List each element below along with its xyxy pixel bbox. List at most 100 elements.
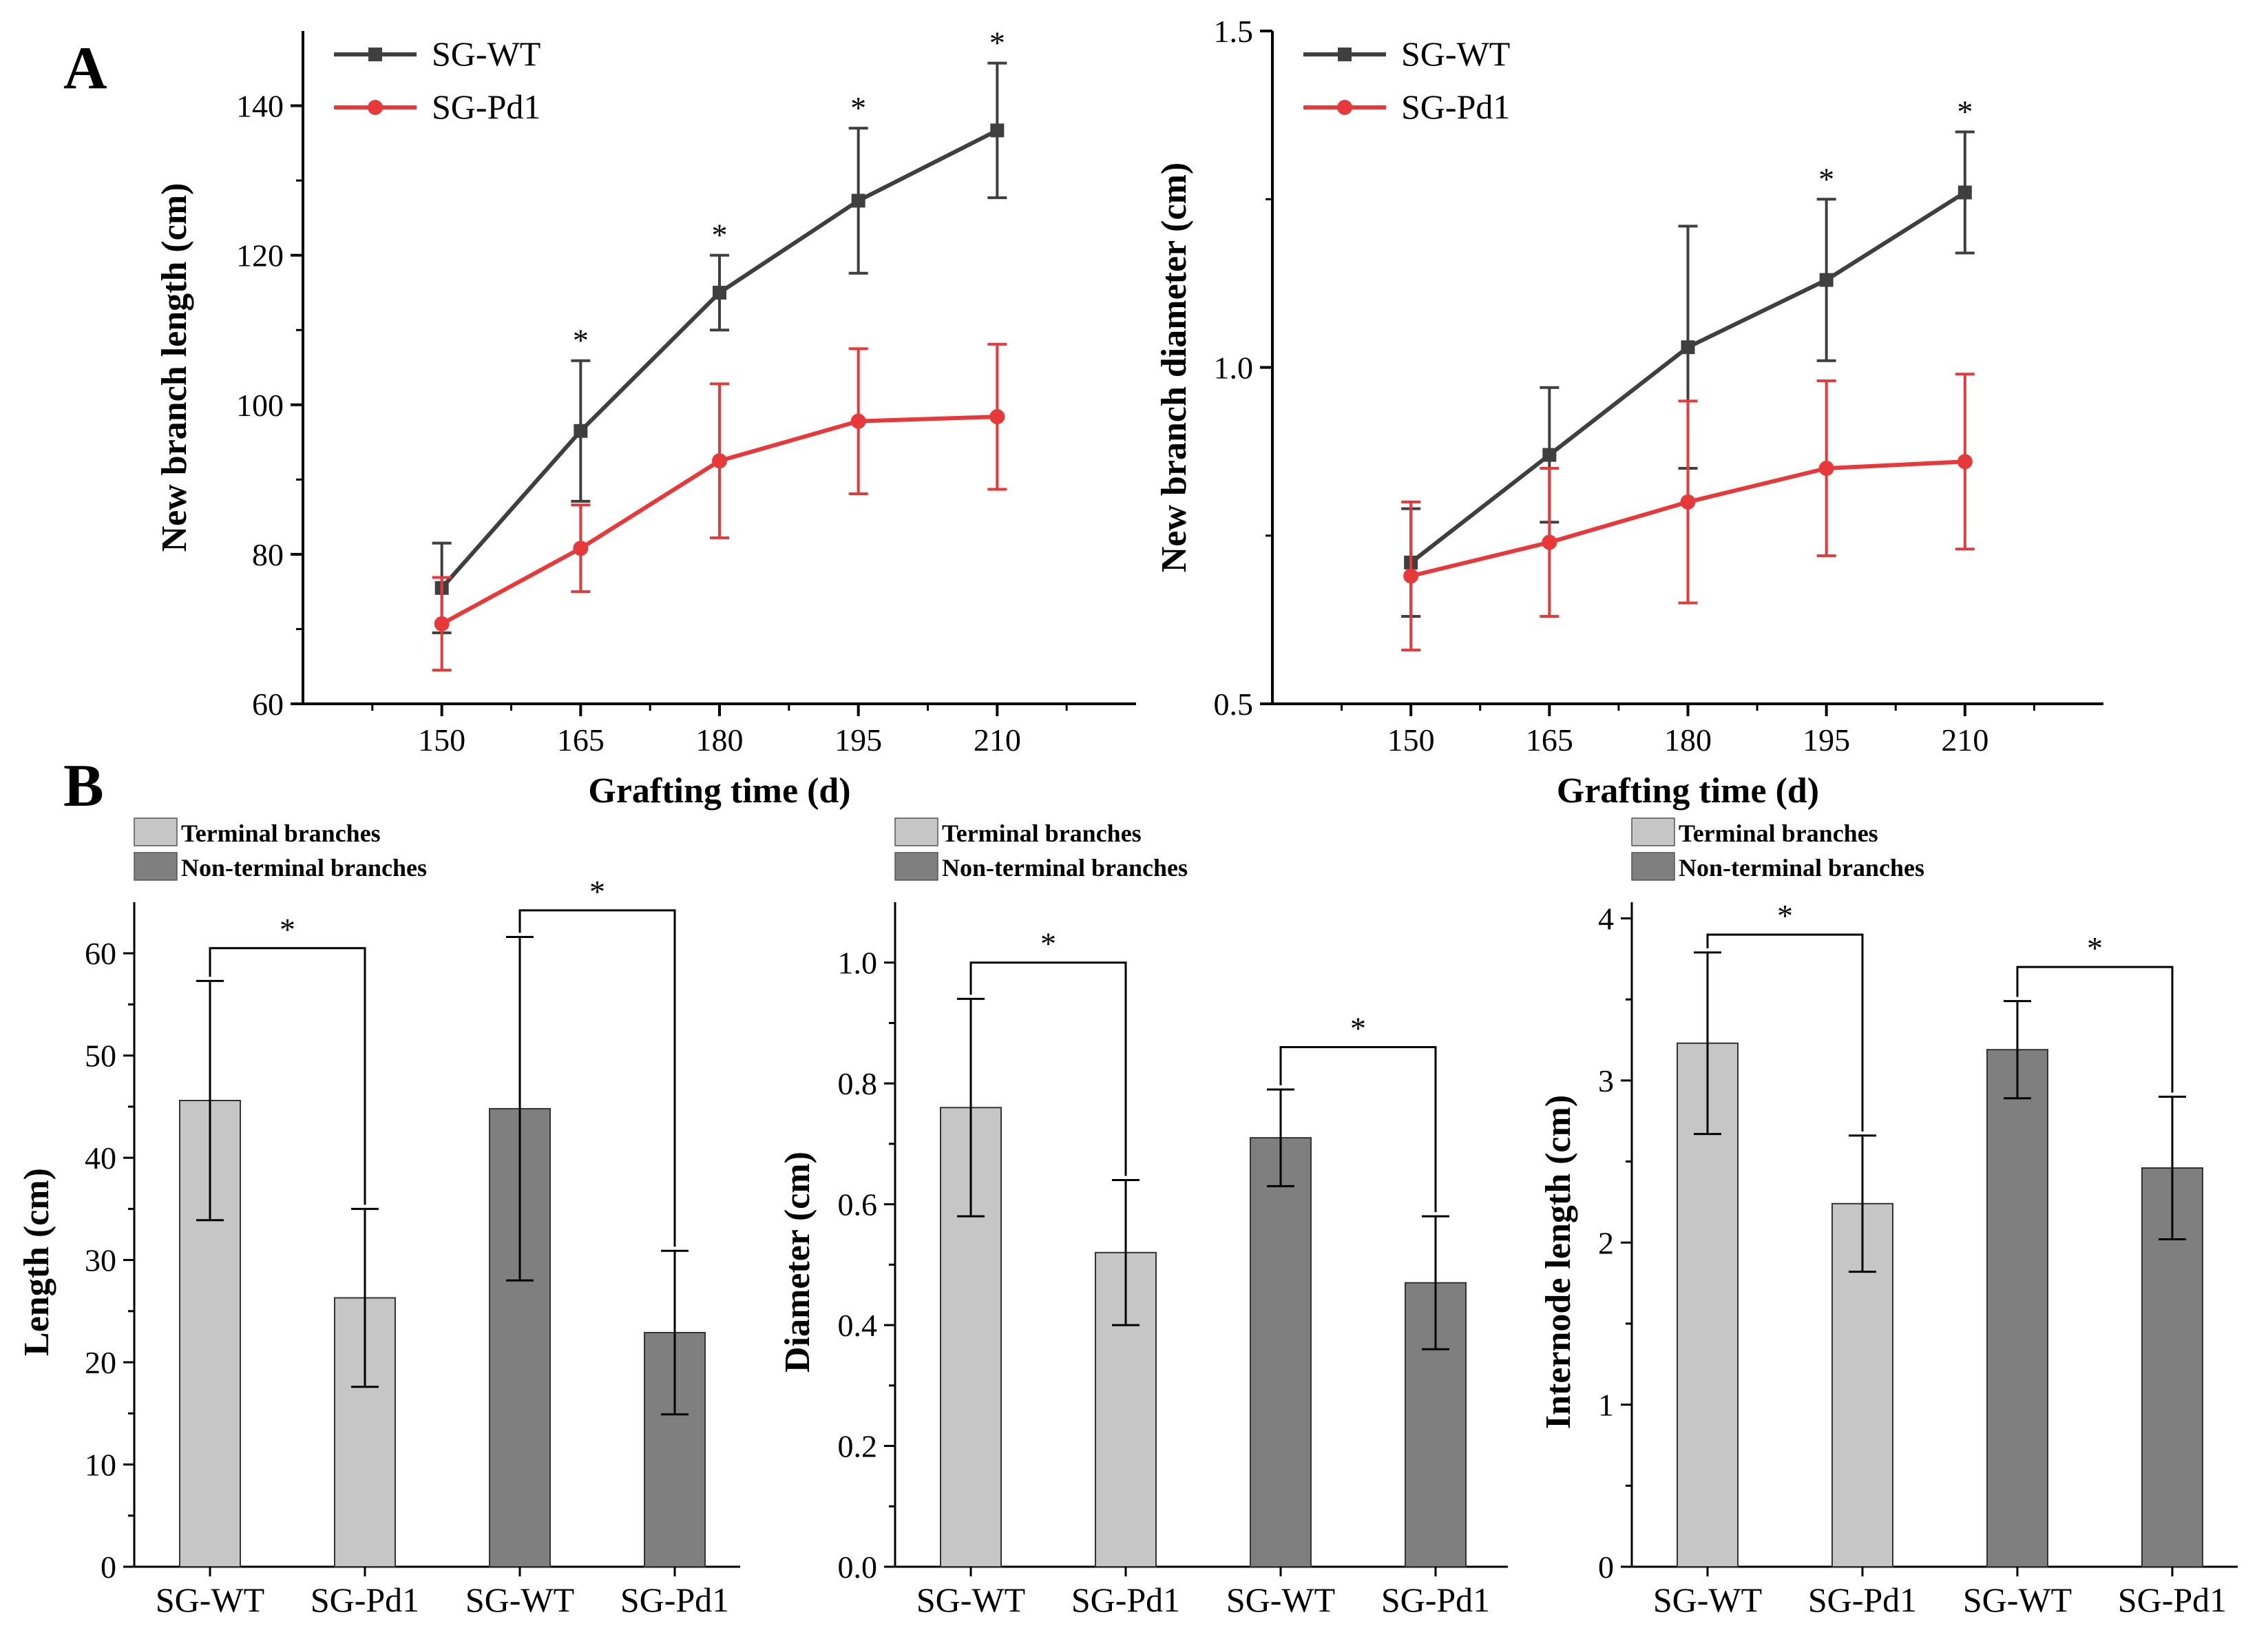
legend-label: Terminal branches bbox=[181, 820, 381, 847]
y-tick-label: 0 bbox=[1598, 1550, 1614, 1585]
category-label: SG-WT bbox=[916, 1581, 1025, 1619]
legend-swatch bbox=[134, 817, 178, 846]
y-tick-label: 100 bbox=[236, 388, 284, 423]
x-tick-label: 165 bbox=[1526, 722, 1573, 758]
y-axis-title: Length (cm) bbox=[17, 1168, 56, 1356]
legend-label: SG-WT bbox=[1401, 34, 1510, 73]
x-tick-label: 150 bbox=[1387, 722, 1435, 758]
significance-star: * bbox=[1350, 1011, 1366, 1046]
y-tick-label: 80 bbox=[252, 537, 284, 572]
x-tick-label: 195 bbox=[1803, 722, 1850, 758]
y-axis-title: Diameter (cm) bbox=[778, 1151, 817, 1373]
category-label: SG-Pd1 bbox=[1381, 1581, 1490, 1619]
data-point bbox=[1957, 454, 1973, 470]
data-point bbox=[573, 541, 589, 556]
bar-chart-length: 0 10 20 30 40 50 60 Length (cm) Terminal branche… bbox=[17, 817, 740, 1619]
data-point bbox=[1681, 340, 1695, 355]
data-point bbox=[1819, 273, 1834, 287]
bar bbox=[1250, 1137, 1312, 1567]
category-label: SG-WT bbox=[465, 1581, 574, 1619]
significance-star: * bbox=[850, 90, 866, 125]
panel-label-a: A bbox=[63, 35, 107, 102]
y-tick-label: 0.4 bbox=[838, 1308, 878, 1343]
data-point bbox=[713, 285, 726, 300]
y-tick-label: 1.5 bbox=[1214, 14, 1254, 49]
data-point bbox=[989, 409, 1005, 425]
y-tick-label: 2 bbox=[1598, 1225, 1614, 1260]
legend-marker bbox=[1338, 48, 1352, 61]
legend-marker bbox=[1337, 100, 1352, 115]
y-tick-label: 0.0 bbox=[838, 1550, 878, 1585]
y-tick-label: 3 bbox=[1598, 1063, 1614, 1098]
y-tick-label: 40 bbox=[85, 1140, 116, 1176]
legend-swatch bbox=[134, 852, 178, 881]
bar bbox=[1986, 1049, 2048, 1568]
significance-bracket bbox=[1279, 1046, 1437, 1213]
category-label: SG-Pd1 bbox=[2118, 1581, 2227, 1619]
significance-star: * bbox=[573, 323, 589, 358]
category-label: SG-WT bbox=[156, 1581, 264, 1619]
bar-chart-diameter: 0.0 0.2 0.4 0.6 0.8 1.0 Diameter (cm) Terminal … bbox=[778, 817, 1508, 1619]
significance-star: * bbox=[1777, 898, 1793, 933]
significance-star: * bbox=[989, 25, 1005, 61]
legend-label: Non-terminal branches bbox=[181, 854, 427, 882]
significance-star: * bbox=[280, 912, 295, 947]
legend-swatch bbox=[1631, 852, 1675, 881]
category-label: SG-Pd1 bbox=[311, 1581, 419, 1619]
x-tick-label: 150 bbox=[418, 722, 465, 758]
legend-label: SG-Pd1 bbox=[432, 87, 540, 126]
significance-bracket bbox=[969, 961, 1127, 1176]
y-tick-label: 140 bbox=[236, 89, 284, 124]
y-tick-label: 10 bbox=[85, 1448, 116, 1483]
legend-label: SG-Pd1 bbox=[1401, 87, 1510, 126]
y-axis-title: New branch diameter (cm) bbox=[1155, 163, 1194, 572]
significance-star: * bbox=[2087, 930, 2103, 966]
x-axis-title: Grafting time (d) bbox=[588, 771, 850, 811]
data-point bbox=[434, 616, 450, 632]
line-chart-branch-length: 60 80 100 120 140 150 165 180 195 210 Grafting tim… bbox=[155, 25, 1136, 811]
y-tick-label: 60 bbox=[85, 936, 116, 971]
legend-label: SG-WT bbox=[432, 34, 540, 73]
bar-chart-internode-length: 0 1 2 3 4 Internode length (cm) Terminal branc… bbox=[1539, 817, 2238, 1619]
category-label: SG-Pd1 bbox=[1808, 1581, 1917, 1619]
legend-marker bbox=[368, 100, 383, 115]
panel-label-b: B bbox=[63, 753, 104, 820]
line-chart-branch-diameter: 0.5 1.0 1.5 150 165 180 195 210 Grafting time (d… bbox=[1155, 14, 2103, 811]
category-label: SG-WT bbox=[1653, 1581, 1762, 1619]
data-point bbox=[712, 453, 727, 469]
category-label: SG-Pd1 bbox=[620, 1581, 729, 1619]
y-tick-label: 0.2 bbox=[838, 1429, 878, 1464]
significance-bracket bbox=[209, 947, 366, 1205]
significance-bracket bbox=[1706, 933, 1864, 1132]
x-tick-label: 180 bbox=[1664, 722, 1712, 758]
y-tick-label: 1 bbox=[1598, 1388, 1614, 1423]
data-point bbox=[1680, 494, 1696, 510]
y-axis-title: Internode length (cm) bbox=[1539, 1095, 1578, 1429]
y-tick-label: 1.0 bbox=[838, 946, 878, 981]
y-tick-label: 20 bbox=[85, 1345, 116, 1380]
significance-star: * bbox=[1818, 161, 1834, 196]
significance-star: * bbox=[712, 218, 728, 253]
category-label: SG-WT bbox=[1226, 1581, 1335, 1619]
data-point bbox=[1542, 448, 1557, 462]
y-tick-label: 0.5 bbox=[1214, 687, 1254, 722]
x-tick-label: 210 bbox=[974, 722, 1021, 758]
x-tick-label: 210 bbox=[1941, 722, 1988, 758]
legend-label: Non-terminal branches bbox=[942, 854, 1188, 882]
y-tick-label: 1.0 bbox=[1214, 351, 1254, 386]
y-axis-title: New branch length (cm) bbox=[155, 183, 194, 552]
legend-label: Terminal branches bbox=[942, 820, 1142, 847]
data-point bbox=[1818, 461, 1834, 477]
data-point bbox=[1403, 568, 1419, 584]
legend-swatch bbox=[894, 852, 938, 881]
y-tick-label: 0.8 bbox=[838, 1066, 878, 1101]
data-point bbox=[1957, 185, 1972, 200]
legend-marker bbox=[368, 48, 382, 61]
y-tick-label: 120 bbox=[236, 238, 284, 273]
data-point bbox=[850, 413, 866, 429]
significance-star: * bbox=[1040, 926, 1056, 961]
data-point bbox=[574, 424, 588, 438]
x-tick-label: 165 bbox=[557, 722, 605, 758]
legend-label: Non-terminal branches bbox=[1679, 854, 1924, 882]
